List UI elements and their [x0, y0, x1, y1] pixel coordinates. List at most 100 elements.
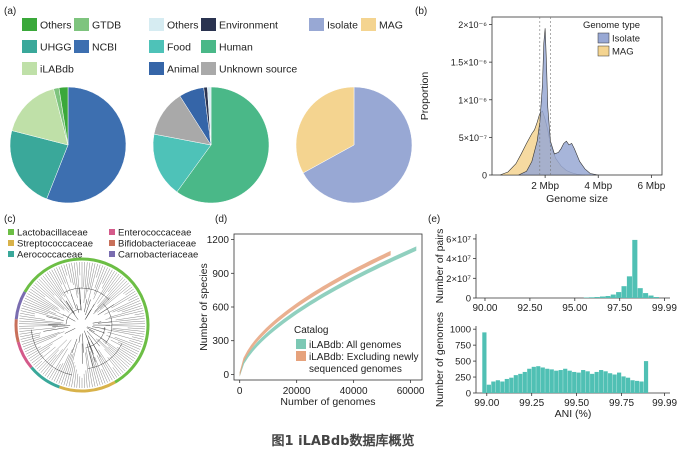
histogram-bar: [558, 370, 563, 393]
legend-label: Carnobacteriaceae: [118, 250, 198, 261]
tree-branch: [80, 299, 82, 311]
tree-branch: [30, 288, 59, 309]
legend-swatch: [8, 240, 14, 246]
tree-arc: [30, 329, 73, 376]
histogram-bar: [625, 377, 631, 393]
histogram-bar: [567, 370, 572, 393]
histogram-bar: [605, 296, 611, 298]
tree-branch: [99, 353, 115, 379]
x-axis-label: Number of genomes: [280, 396, 375, 408]
tree-branch: [43, 327, 69, 332]
histogram-bar: [610, 294, 616, 298]
histogram-bar: [563, 368, 568, 393]
histogram-bar: [540, 367, 545, 393]
tree-branch: [107, 280, 128, 301]
tree-branch: [86, 327, 95, 333]
tree-branch: [65, 300, 75, 314]
tree-branch: [111, 323, 145, 325]
tree-branch: [22, 332, 60, 345]
tree-branch: [22, 331, 65, 348]
histogram-bar: [527, 368, 532, 393]
legend-swatch: [8, 251, 14, 257]
family-ring-segment: [14, 291, 27, 320]
legend-swatch: [296, 351, 306, 361]
tree-branch: [58, 266, 66, 284]
legend-swatch: [597, 45, 610, 57]
legend-label: Human: [219, 42, 253, 54]
y-tick-label: 0: [482, 171, 487, 181]
legend-swatch: [109, 251, 115, 257]
tree-branch: [49, 271, 66, 297]
x-axis-label: ANI (%): [555, 408, 592, 420]
tree-branch: [23, 300, 57, 315]
tree-branch: [123, 286, 133, 294]
tree-branch: [83, 262, 85, 287]
y-tick-label: 4×10⁷: [446, 254, 471, 265]
tree-branch: [102, 268, 111, 284]
legend-swatch: [74, 40, 89, 53]
tree-branch: [105, 310, 144, 320]
tree-branch: [20, 334, 41, 340]
legend-label: MAG: [612, 47, 634, 58]
tree-branch: [27, 336, 63, 357]
tree-branch: [62, 314, 76, 322]
tree-branch: [76, 262, 81, 305]
tree-branch: [51, 269, 74, 310]
tree-branch: [88, 350, 98, 387]
tree-branch: [56, 354, 70, 383]
legend-swatch: [22, 62, 37, 75]
tree-branch: [122, 305, 142, 313]
legend-label: Isolate: [327, 20, 358, 32]
tree-branch: [24, 298, 50, 311]
tree-branch: [19, 327, 56, 332]
tree-branch: [71, 338, 78, 354]
pie-slice: [152, 133, 212, 193]
tree-branch: [85, 308, 92, 319]
histogram-bar: [509, 377, 514, 393]
tree-branch: [78, 334, 81, 343]
legend-swatch: [201, 40, 216, 53]
tree-branch: [97, 304, 115, 316]
tree-branch: [109, 307, 143, 318]
tree-branch: [44, 273, 70, 308]
tree-branch: [94, 356, 106, 384]
tree-branch: [94, 296, 109, 312]
y-tick-label: 0: [466, 294, 471, 305]
histogram-bar: [599, 296, 606, 298]
tree-branch: [108, 278, 126, 298]
tree-branch: [53, 363, 64, 382]
pie-slice: [176, 86, 270, 204]
histogram-bar: [554, 370, 559, 393]
histogram-bar: [504, 378, 509, 393]
tree-branch: [73, 369, 77, 388]
histogram-bar: [603, 371, 608, 393]
tree-branch: [92, 321, 102, 324]
tree-branch: [33, 284, 65, 311]
y-tick-label: 600: [212, 303, 229, 314]
tree-branch: [46, 272, 63, 296]
tree-branch: [128, 295, 138, 301]
tree-branch: [83, 262, 88, 303]
tree-branch: [22, 305, 49, 315]
tree-branch: [93, 297, 111, 315]
histogram-bar: [585, 371, 590, 393]
tree-branch: [49, 348, 68, 379]
histogram-bar: [495, 380, 500, 393]
legend-label: UHGG: [40, 42, 72, 54]
tree-branch: [114, 337, 142, 348]
tree-branch: [44, 339, 72, 377]
tree-branch: [19, 318, 64, 324]
legend-swatch: [109, 229, 115, 235]
tree-branch: [127, 327, 145, 330]
histogram-bar: [576, 372, 581, 393]
x-tick-label: 99.99: [652, 303, 677, 314]
tree-branch: [79, 262, 81, 276]
tree-branch: [31, 286, 46, 298]
y-tick-label: 500: [455, 357, 471, 368]
pie-slice: [46, 86, 127, 204]
x-tick-label: 99.50: [564, 398, 589, 409]
y-tick-label: 1×10⁻⁶: [458, 95, 487, 105]
legend-swatch: [74, 18, 89, 31]
panel-label: (a): [4, 6, 16, 17]
pie-slice: [11, 88, 69, 146]
